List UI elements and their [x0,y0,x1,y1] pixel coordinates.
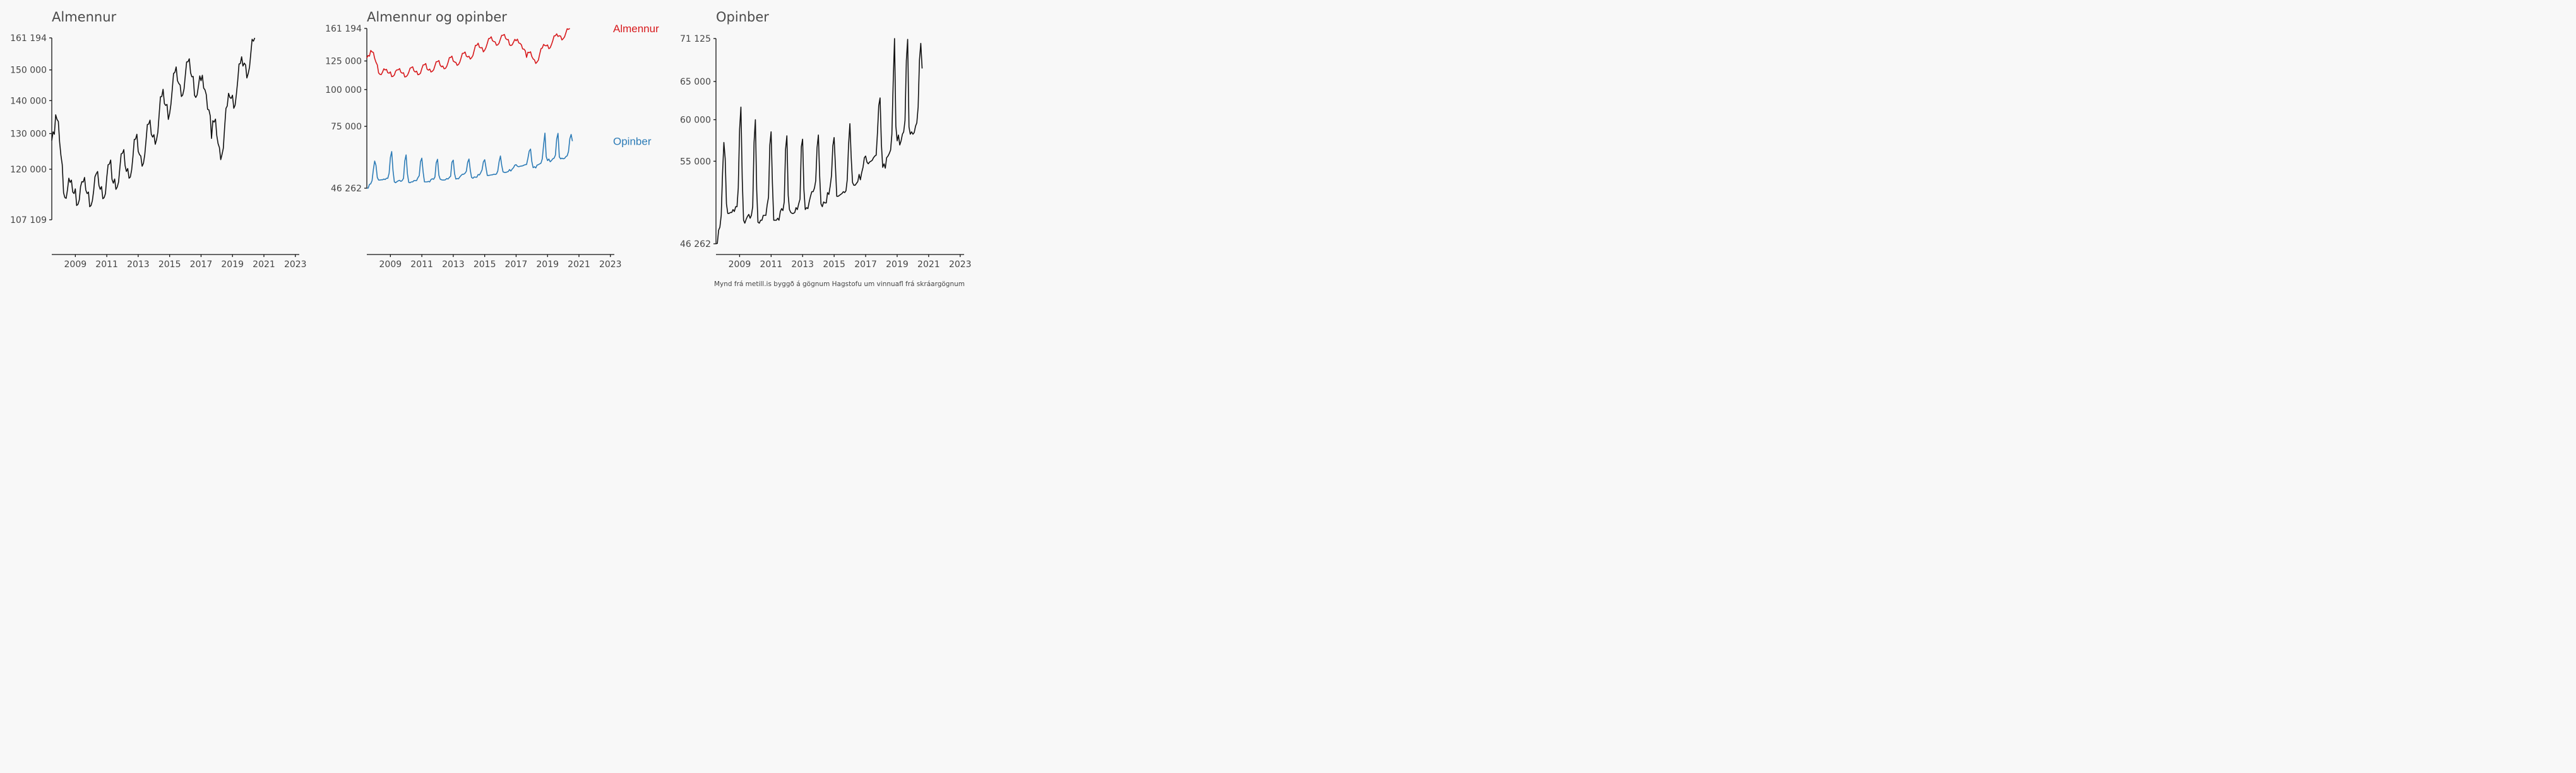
chart-figure: Mynd frá metill.is byggð á gögnum Hagsto… [0,0,990,297]
series-line [715,38,923,244]
x-tick-label: 2015 [823,260,845,270]
y-tick-label: 130 000 [10,129,47,140]
chart-title: Almennur [52,9,117,25]
series-line-almennur [366,28,570,78]
x-tick-label: 2015 [474,260,496,270]
x-tick-label: 2013 [442,260,465,270]
x-tick-label: 2009 [64,260,87,270]
series-end-label: Almennur [613,23,659,35]
x-tick-label: 2011 [410,260,433,270]
x-tick-label: 2013 [127,260,150,270]
y-tick-label: 55 000 [680,157,711,167]
source-caption: Mynd frá metill.is byggð á gögnum Hagsto… [714,280,965,288]
chart-svg: Mynd frá metill.is byggð á gögnum Hagsto… [10,9,972,288]
y-tick-label: 120 000 [10,165,47,175]
x-tick-label: 2017 [505,260,528,270]
x-tick-label: 2019 [536,260,559,270]
chart-title: Almennur og opinber [367,9,507,25]
x-tick-label: 2015 [158,260,181,270]
chart-title: Opinber [716,9,769,25]
y-tick-label: 46 262 [331,184,362,194]
x-tick-label: 2023 [284,260,307,270]
x-tick-label: 2011 [760,260,783,270]
y-tick-label: 75 000 [331,122,362,132]
y-tick-label: 150 000 [10,66,47,76]
x-tick-label: 2017 [190,260,213,270]
y-tick-label: 107 109 [10,215,47,225]
y-tick-label: 100 000 [325,85,362,95]
y-tick-label: 46 262 [680,239,711,249]
series-line [51,37,256,208]
series-end-label: Opinber [613,136,652,148]
x-tick-label: 2017 [854,260,877,270]
x-tick-label: 2023 [599,260,622,270]
x-tick-label: 2011 [95,260,118,270]
y-tick-label: 125 000 [325,57,362,67]
y-tick-label: 65 000 [680,77,711,87]
x-tick-label: 2023 [949,260,972,270]
x-tick-label: 2013 [791,260,814,270]
x-tick-label: 2019 [221,260,244,270]
y-tick-label: 161 194 [10,33,47,44]
x-tick-label: 2021 [917,260,940,270]
x-tick-label: 2021 [568,260,590,270]
x-tick-label: 2021 [253,260,275,270]
series-line-opinber [366,133,573,189]
x-tick-label: 2019 [886,260,909,270]
y-tick-label: 60 000 [680,116,711,126]
x-tick-label: 2009 [379,260,402,270]
y-tick-label: 71 125 [680,34,711,44]
x-tick-label: 2009 [729,260,751,270]
y-tick-label: 140 000 [10,96,47,106]
y-tick-label: 161 194 [325,24,362,34]
